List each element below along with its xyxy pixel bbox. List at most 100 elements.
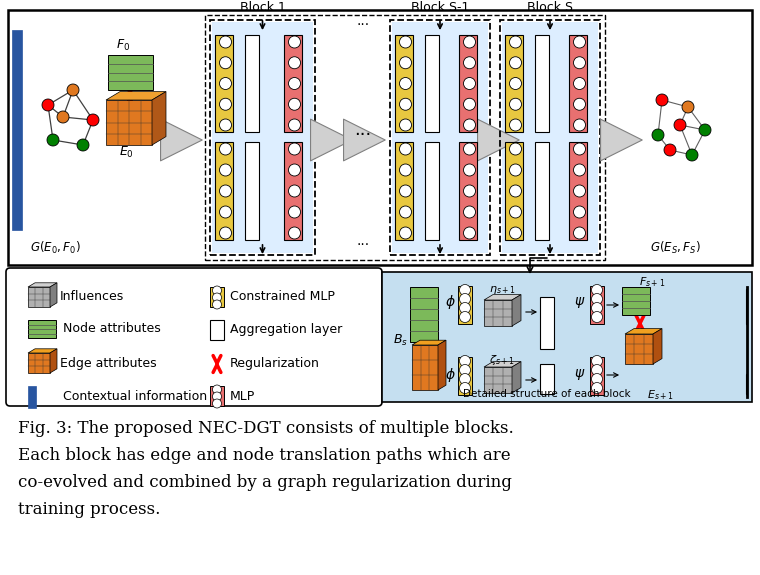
Circle shape <box>591 382 603 393</box>
Circle shape <box>591 374 603 385</box>
Circle shape <box>460 312 470 323</box>
Circle shape <box>460 293 470 305</box>
Text: co-evolved and combined by a graph regularization during: co-evolved and combined by a graph regul… <box>18 474 512 491</box>
Bar <box>505 35 523 132</box>
Polygon shape <box>106 100 152 145</box>
Circle shape <box>289 57 300 69</box>
Bar <box>284 35 302 132</box>
Bar <box>215 35 233 132</box>
Circle shape <box>213 385 221 394</box>
Bar <box>459 35 477 132</box>
Polygon shape <box>412 340 446 345</box>
Text: $\psi$: $\psi$ <box>575 294 586 309</box>
Bar <box>210 287 224 307</box>
Circle shape <box>591 355 603 366</box>
Bar <box>8 10 752 265</box>
Circle shape <box>400 143 411 155</box>
Circle shape <box>574 185 585 197</box>
Circle shape <box>674 119 686 131</box>
Text: Constrained MLP: Constrained MLP <box>230 290 335 304</box>
Bar <box>540 364 554 394</box>
Polygon shape <box>106 91 166 100</box>
Polygon shape <box>50 349 57 373</box>
Circle shape <box>509 164 521 176</box>
Bar <box>590 357 604 395</box>
Circle shape <box>400 227 411 239</box>
Circle shape <box>220 227 232 239</box>
Circle shape <box>460 355 470 366</box>
Bar <box>12 30 22 230</box>
Bar <box>458 357 472 395</box>
Circle shape <box>213 293 221 302</box>
Text: $\phi$: $\phi$ <box>445 293 455 311</box>
Circle shape <box>289 119 300 131</box>
Text: Block 1: Block 1 <box>239 1 286 14</box>
Circle shape <box>509 57 521 69</box>
Bar <box>395 35 413 132</box>
Circle shape <box>47 134 59 146</box>
Text: MLP: MLP <box>230 389 255 402</box>
Circle shape <box>574 206 585 218</box>
Text: Fig. 3: The proposed NEC-DGT consists of multiple blocks.: Fig. 3: The proposed NEC-DGT consists of… <box>18 420 514 437</box>
Circle shape <box>213 300 221 309</box>
Circle shape <box>509 143 521 155</box>
Circle shape <box>400 36 411 48</box>
Circle shape <box>699 124 711 136</box>
Circle shape <box>652 129 664 141</box>
Circle shape <box>574 227 585 239</box>
Circle shape <box>289 227 300 239</box>
Text: $B_s$: $B_s$ <box>392 332 407 347</box>
Circle shape <box>400 185 411 197</box>
Circle shape <box>574 57 585 69</box>
Text: $G(E_S,F_S)$: $G(E_S,F_S)$ <box>650 240 700 256</box>
Circle shape <box>574 164 585 176</box>
Circle shape <box>42 99 54 111</box>
Text: Block S: Block S <box>527 1 573 14</box>
Bar <box>425 142 439 240</box>
Circle shape <box>289 98 300 110</box>
Circle shape <box>464 119 476 131</box>
Text: $E_0$: $E_0$ <box>119 144 134 159</box>
Circle shape <box>509 227 521 239</box>
Bar <box>395 142 413 240</box>
Circle shape <box>220 78 232 90</box>
Circle shape <box>574 78 585 90</box>
Text: Detailed structure of each block: Detailed structure of each block <box>463 389 631 399</box>
Circle shape <box>509 36 521 48</box>
Text: Block S-1: Block S-1 <box>411 1 469 14</box>
Circle shape <box>220 185 232 197</box>
Circle shape <box>460 374 470 385</box>
Bar <box>28 386 36 408</box>
Polygon shape <box>50 283 57 307</box>
Bar <box>458 286 472 324</box>
Circle shape <box>686 149 698 161</box>
Circle shape <box>509 206 521 218</box>
Circle shape <box>289 78 300 90</box>
Bar <box>535 35 549 132</box>
Circle shape <box>289 164 300 176</box>
Circle shape <box>591 312 603 323</box>
Circle shape <box>400 57 411 69</box>
Bar <box>392 22 488 253</box>
Text: Influences: Influences <box>60 290 124 304</box>
Polygon shape <box>625 328 662 334</box>
Circle shape <box>509 119 521 131</box>
Circle shape <box>213 399 221 408</box>
Text: $F_{s+1}$: $F_{s+1}$ <box>639 275 665 289</box>
Text: $\eta_{s+1}$: $\eta_{s+1}$ <box>489 284 515 296</box>
Text: $\zeta_{s+1}$: $\zeta_{s+1}$ <box>489 353 515 367</box>
Text: Each block has edge and node translation paths which are: Each block has edge and node translation… <box>18 447 511 464</box>
Circle shape <box>67 84 79 96</box>
Circle shape <box>289 185 300 197</box>
Bar <box>245 35 259 132</box>
Bar <box>535 142 549 240</box>
Circle shape <box>460 285 470 296</box>
Bar <box>210 386 224 406</box>
Text: Node attributes: Node attributes <box>63 323 161 335</box>
Circle shape <box>464 164 476 176</box>
Circle shape <box>591 293 603 305</box>
Circle shape <box>289 206 300 218</box>
Polygon shape <box>484 362 521 367</box>
Bar <box>505 142 523 240</box>
Circle shape <box>77 139 89 151</box>
